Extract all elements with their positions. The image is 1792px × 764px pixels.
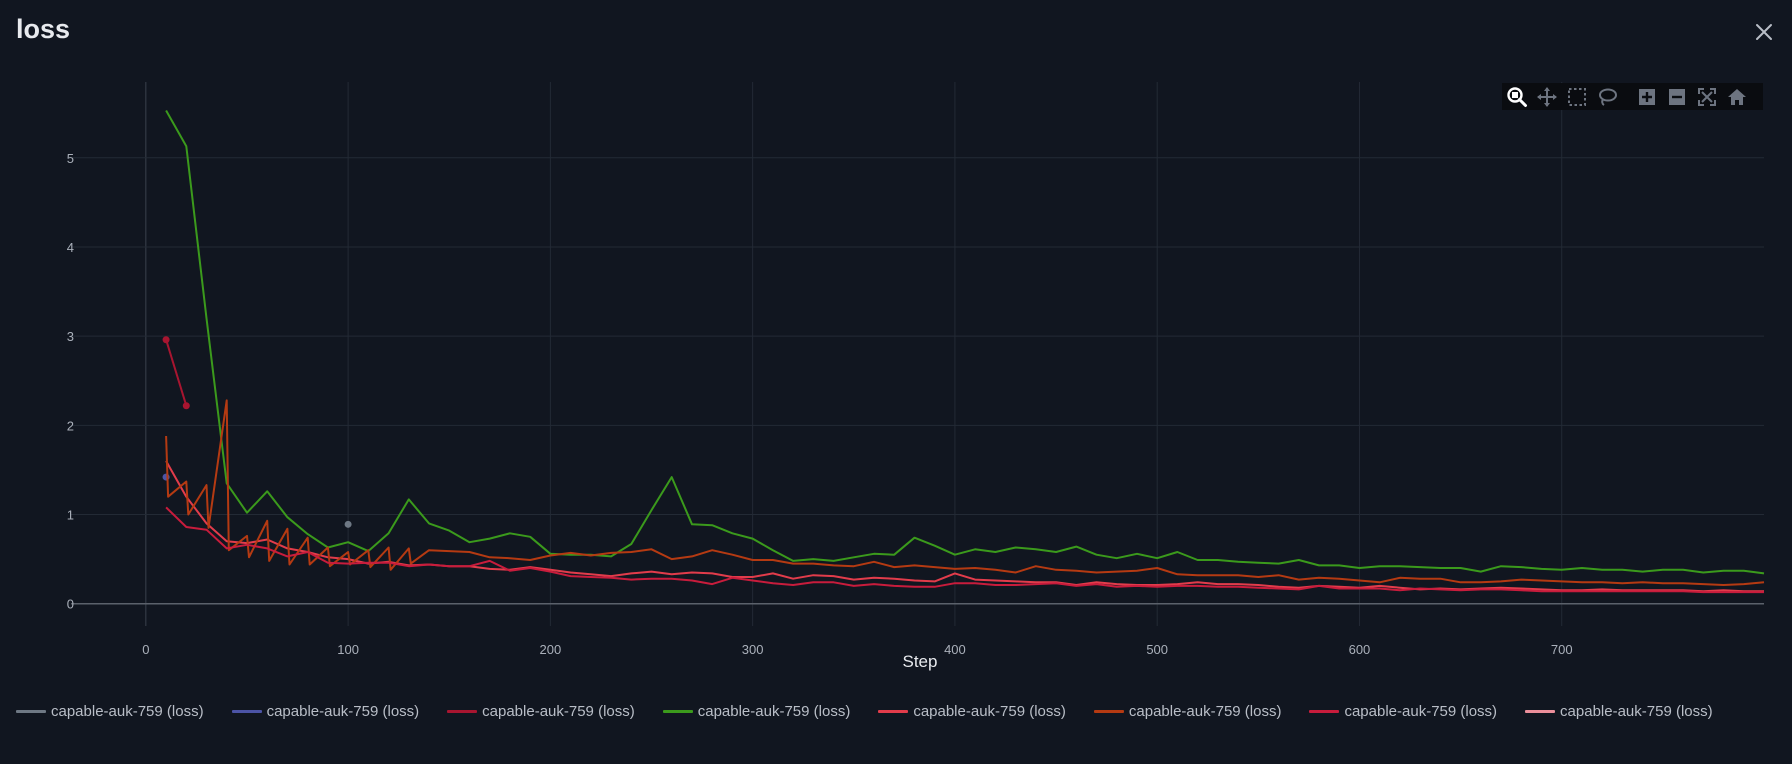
x-tick-label: 0 xyxy=(142,642,149,657)
legend-swatch xyxy=(878,710,909,713)
y-tick-label: 2 xyxy=(67,418,74,433)
data-point[interactable] xyxy=(344,520,352,528)
series-2[interactable] xyxy=(162,336,190,410)
y-tick-label: 3 xyxy=(67,329,74,344)
zoom-out-icon[interactable] xyxy=(1662,83,1692,110)
legend-item[interactable]: capable-auk-759 (loss) xyxy=(878,703,1066,720)
grid xyxy=(71,82,1764,626)
series-4[interactable] xyxy=(165,460,1764,593)
series-5[interactable] xyxy=(165,399,1765,586)
series-line[interactable] xyxy=(165,399,1765,586)
x-axis-label: Step xyxy=(902,652,938,671)
box-select-icon[interactable] xyxy=(1562,83,1592,110)
legend-item[interactable]: capable-auk-759 (loss) xyxy=(1525,703,1713,720)
series-lines xyxy=(162,110,1765,594)
x-tick-label: 500 xyxy=(1146,642,1168,657)
x-tick-label: 400 xyxy=(944,642,966,657)
legend-label: capable-auk-759 (loss) xyxy=(1560,703,1713,720)
zoom-in-icon[interactable] xyxy=(1632,83,1662,110)
legend-item[interactable]: capable-auk-759 (loss) xyxy=(1309,703,1497,720)
legend-item[interactable]: capable-auk-759 (loss) xyxy=(1093,703,1282,720)
legend-label: capable-auk-759 (loss) xyxy=(266,703,420,720)
legend-swatch xyxy=(1525,710,1556,713)
legend-swatch xyxy=(447,710,478,713)
legend-swatch xyxy=(662,710,693,713)
series-6[interactable] xyxy=(165,506,1764,594)
legend: capable-auk-759 (loss) capable-auk-759 (l… xyxy=(16,703,1741,720)
chart-title: loss xyxy=(16,14,71,44)
legend-label: capable-auk-759 (loss) xyxy=(482,703,635,720)
data-point[interactable] xyxy=(162,336,170,344)
legend-label: capable-auk-759 (loss) xyxy=(697,703,851,720)
axes: 0 100 200 300 400 500 600 700 0 1 2 3 4 5 xyxy=(67,151,1573,657)
legend-swatch xyxy=(16,710,46,713)
legend-label: capable-auk-759 (loss) xyxy=(51,703,204,720)
legend-item[interactable]: capable-auk-759 (loss) xyxy=(16,703,204,720)
x-tick-label: 300 xyxy=(742,642,764,657)
series-line[interactable] xyxy=(165,506,1764,594)
x-tick-label: 200 xyxy=(540,642,562,657)
series-line[interactable] xyxy=(165,339,188,406)
legend-swatch xyxy=(231,710,262,713)
legend-item[interactable]: capable-auk-759 (loss) xyxy=(447,703,635,720)
series-3[interactable] xyxy=(165,110,1765,575)
x-tick-label: 600 xyxy=(1349,642,1371,657)
x-tick-label: 700 xyxy=(1551,642,1573,657)
y-tick-label: 4 xyxy=(67,240,74,255)
series-0[interactable] xyxy=(344,520,352,528)
legend-item[interactable]: capable-auk-759 (loss) xyxy=(231,703,420,720)
y-tick-label: 1 xyxy=(67,508,74,523)
zoom-icon[interactable] xyxy=(1502,83,1532,110)
series-line[interactable] xyxy=(165,110,1765,575)
chart-toolbar xyxy=(1502,83,1763,110)
legend-swatch xyxy=(1309,710,1340,713)
legend-item[interactable]: capable-auk-759 (loss) xyxy=(662,703,851,720)
legend-label: capable-auk-759 (loss) xyxy=(1344,703,1498,720)
y-tick-label: 0 xyxy=(67,597,74,612)
autoscale-icon[interactable] xyxy=(1692,83,1722,110)
data-point[interactable] xyxy=(182,402,190,410)
x-tick-label: 100 xyxy=(337,642,359,657)
legend-label: capable-auk-759 (loss) xyxy=(913,703,1066,720)
legend-swatch xyxy=(1093,710,1124,713)
close-icon[interactable] xyxy=(1752,20,1776,44)
legend-label: capable-auk-759 (loss) xyxy=(1128,703,1282,720)
series-line[interactable] xyxy=(165,460,1764,593)
y-tick-label: 5 xyxy=(67,151,74,166)
home-icon[interactable] xyxy=(1722,83,1752,110)
loss-chart[interactable]: 0 100 200 300 400 500 600 700 0 1 2 3 4 5 xyxy=(0,0,1792,680)
lasso-select-icon[interactable] xyxy=(1592,83,1622,110)
pan-icon[interactable] xyxy=(1532,83,1562,110)
